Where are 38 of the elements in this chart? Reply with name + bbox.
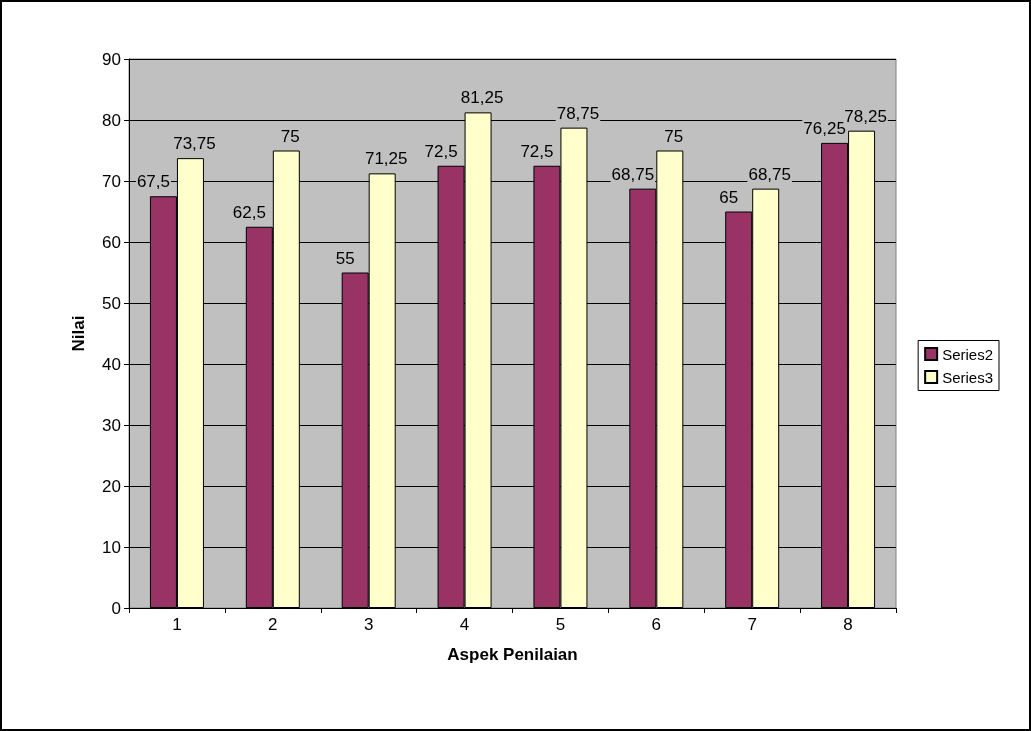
x-tick-label: 3 <box>363 615 374 634</box>
data-label: 78,25 <box>844 106 887 126</box>
data-label: 68,75 <box>748 164 791 184</box>
y-tick-label: 30 <box>102 415 121 435</box>
data-label: 68,75 <box>611 164 655 184</box>
x-tick-label: 4 <box>459 615 470 634</box>
x-axis-title: Aspek Penilaian <box>447 645 578 664</box>
x-tick-label: 7 <box>747 615 757 634</box>
data-label: 71,25 <box>364 149 408 169</box>
data-label: 81,25 <box>460 88 504 108</box>
y-tick-label: 10 <box>102 537 121 557</box>
legend-label: Series2 <box>942 345 993 363</box>
y-tick-label: 90 <box>102 49 121 69</box>
y-tick-label: 60 <box>102 232 121 252</box>
y-tick-label: 40 <box>102 354 121 374</box>
y-tick-label: 70 <box>102 171 121 191</box>
data-label: 67,5 <box>136 172 170 192</box>
data-label: 73,75 <box>173 134 216 154</box>
y-tick-label: 80 <box>102 110 121 130</box>
data-label: 65 <box>719 187 739 207</box>
x-tick-label: 2 <box>268 615 278 634</box>
data-label: 78,75 <box>556 103 600 123</box>
data-label: 76,25 <box>803 118 846 138</box>
x-tick-label: 6 <box>651 615 662 634</box>
data-label: 62,5 <box>232 202 266 222</box>
y-tick-label: 20 <box>102 476 121 496</box>
x-tick-label: 5 <box>555 615 566 634</box>
x-tick-label: 1 <box>172 615 182 634</box>
x-tick-label: 8 <box>843 615 853 634</box>
data-label: 55 <box>335 248 355 268</box>
data-label: 75 <box>280 126 300 146</box>
legend-label: Series3 <box>942 368 993 386</box>
data-label: 75 <box>664 126 684 146</box>
data-label: 72,5 <box>424 141 458 161</box>
y-tick-label: 0 <box>111 598 121 618</box>
data-label: 72,5 <box>520 141 554 161</box>
y-tick-label: 50 <box>102 293 121 313</box>
y-axis-title: Nilai <box>69 315 88 352</box>
